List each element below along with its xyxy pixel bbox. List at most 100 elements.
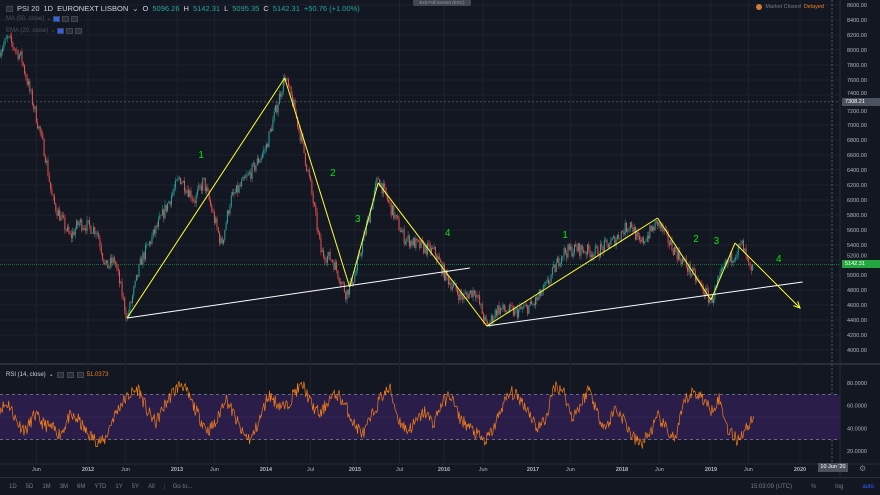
indicator-ma[interactable]: MA (50, close) ⌄ — [6, 15, 79, 22]
candle — [271, 128, 273, 132]
candle — [515, 308, 517, 310]
candle — [267, 144, 269, 148]
range-all[interactable]: All — [148, 483, 155, 490]
candle — [339, 282, 341, 284]
candle — [700, 281, 702, 284]
chevron-down-icon[interactable]: ⌄ — [48, 372, 54, 378]
chevron-down-icon[interactable]: ⌄ — [50, 28, 56, 34]
visibility-icon[interactable] — [57, 27, 65, 34]
candle — [679, 251, 681, 260]
candle — [185, 191, 187, 193]
candle — [47, 160, 49, 176]
chevron-down-icon[interactable]: ⌄ — [46, 16, 52, 22]
candle — [596, 246, 598, 248]
time-tick: Jun — [121, 467, 130, 473]
candle — [321, 250, 323, 253]
candle — [399, 230, 401, 233]
candle — [343, 283, 345, 293]
candle — [298, 126, 300, 130]
visibility-icon[interactable] — [53, 15, 61, 22]
candle — [410, 240, 412, 247]
log-toggle[interactable]: log — [835, 483, 844, 490]
candle — [152, 229, 154, 236]
settings-icon[interactable] — [62, 15, 70, 22]
settings-icon[interactable] — [66, 27, 74, 34]
candle — [39, 126, 41, 133]
candle — [732, 260, 734, 263]
range-5y[interactable]: 5Y — [131, 483, 140, 490]
close-icon[interactable] — [75, 27, 83, 34]
range-1y[interactable]: 1Y — [115, 483, 123, 490]
candle — [1, 48, 3, 53]
candle — [579, 243, 581, 256]
price-tick: 5600.00 — [847, 228, 867, 234]
percent-toggle[interactable]: % — [810, 483, 817, 490]
close-icon[interactable] — [76, 371, 84, 378]
candle — [493, 318, 495, 323]
candle — [514, 309, 516, 316]
exchange: EURONEXT LISBON — [57, 4, 129, 13]
candle — [524, 304, 526, 307]
candle — [180, 177, 182, 184]
candle — [224, 230, 226, 240]
range-3m[interactable]: 3M — [59, 483, 69, 490]
candle — [161, 209, 163, 216]
candle — [627, 229, 629, 232]
candle — [342, 282, 344, 284]
range-6m[interactable]: 6M — [77, 483, 86, 490]
support-trendline — [486, 281, 803, 327]
candle — [653, 226, 655, 231]
candle — [4, 38, 6, 44]
candle — [193, 199, 195, 201]
goto-button[interactable]: Go to... — [163, 483, 192, 490]
candle — [619, 238, 621, 240]
candle — [428, 243, 430, 245]
wave-line — [486, 217, 658, 327]
clock[interactable]: 15:03:09 (UTC) — [750, 483, 792, 490]
candle — [459, 291, 461, 301]
candle — [436, 254, 438, 260]
close-icon[interactable] — [71, 15, 79, 22]
candle — [242, 176, 244, 181]
candle — [490, 315, 492, 322]
candle — [661, 224, 663, 228]
candle — [499, 308, 501, 314]
range-5d[interactable]: 5D — [25, 483, 34, 490]
candle — [742, 240, 744, 251]
range-1m[interactable]: 1M — [42, 483, 51, 490]
candle — [502, 304, 504, 309]
candle — [38, 126, 40, 129]
range-ytd[interactable]: YTD — [94, 483, 107, 490]
auto-toggle[interactable]: auto — [862, 483, 874, 490]
candle — [293, 99, 295, 106]
wave-label: 3 — [714, 236, 720, 247]
candle — [745, 248, 747, 256]
candle — [425, 244, 427, 255]
candle — [417, 240, 419, 242]
candle — [338, 277, 340, 283]
candle — [563, 248, 565, 257]
gear-icon[interactable]: ⚙ — [859, 464, 867, 473]
symbol-name[interactable]: PSI 20 — [17, 4, 40, 13]
candle — [241, 180, 243, 187]
chevron-down-icon[interactable]: ⌄ — [132, 4, 139, 13]
candle — [384, 183, 386, 188]
exit-fullscreen-button[interactable]: Exit Full Screen (ESC) — [413, 0, 471, 6]
candle — [40, 132, 42, 134]
settings-icon[interactable] — [66, 371, 74, 378]
candle — [419, 240, 421, 248]
candle — [577, 243, 579, 252]
visibility-icon[interactable] — [56, 371, 64, 378]
candle — [120, 282, 122, 284]
rsi-legend[interactable]: RSI (14, close) ⌄ 51.0373 — [6, 371, 109, 378]
time-tick: 2018 — [616, 467, 628, 473]
time-tick: Jun — [655, 467, 664, 473]
collapse-legend-button[interactable] — [6, 5, 13, 12]
candle — [276, 105, 278, 113]
candle — [208, 191, 210, 201]
price-tick: 4800.00 — [847, 288, 867, 294]
indicator-ema[interactable]: EMA (20, close) ⌄ — [6, 27, 83, 34]
range-1d[interactable]: 1D — [9, 483, 17, 490]
candle — [48, 175, 50, 183]
